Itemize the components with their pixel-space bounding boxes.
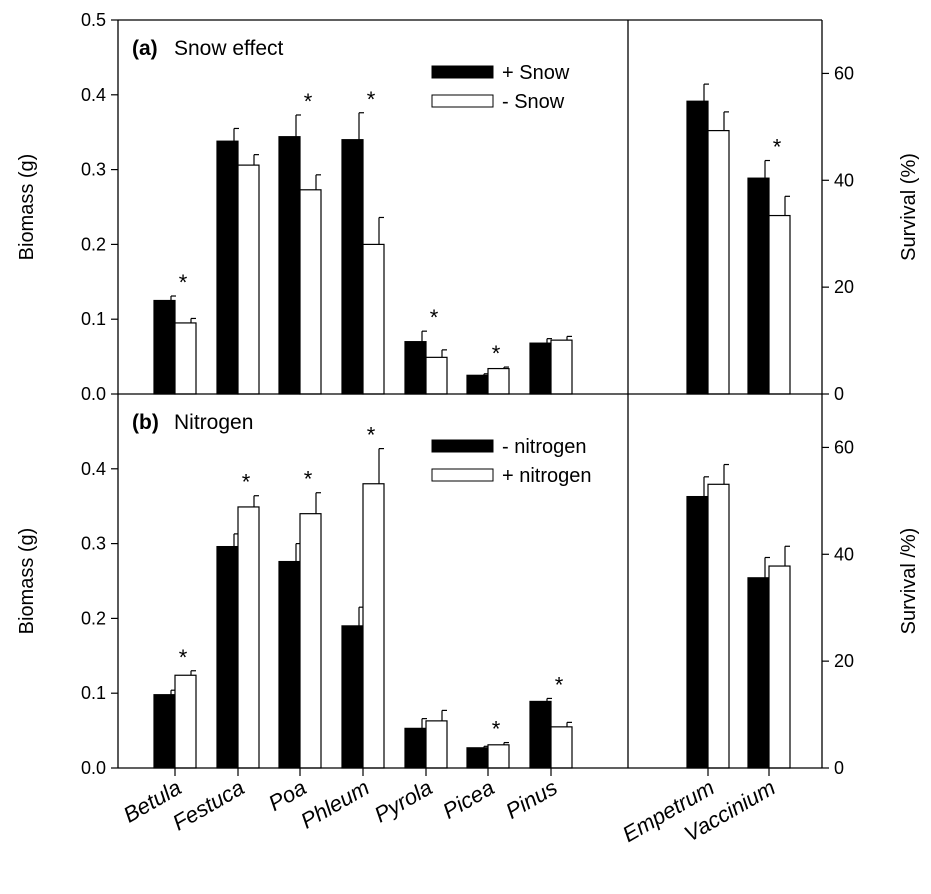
survival-bar — [747, 577, 770, 769]
x-category-label: Festuca — [168, 775, 248, 836]
x-category-label: Pyrola — [370, 775, 437, 828]
biomass-bar — [237, 164, 260, 395]
biomass-bar — [487, 367, 510, 395]
survival-bar — [768, 565, 791, 769]
right-y-tick-label: 20 — [834, 277, 854, 297]
right-y-tick-label: 0 — [834, 384, 844, 404]
left-y-tick-label: 0.5 — [81, 10, 106, 30]
significance-asterisk: * — [304, 89, 313, 114]
survival-bar — [686, 100, 709, 395]
biomass-bar — [153, 299, 176, 395]
biomass-bar — [362, 243, 385, 395]
biomass-bar — [550, 726, 573, 769]
significance-asterisk: * — [179, 270, 188, 295]
x-category-label: Phleum — [296, 775, 373, 834]
significance-asterisk: * — [179, 645, 188, 670]
x-category-label: Pinus — [501, 775, 561, 824]
biomass-bar — [299, 189, 322, 395]
biomass-bar — [216, 140, 239, 395]
biomass-bar — [237, 506, 260, 769]
survival-bar — [686, 495, 709, 769]
panel-label: (b) — [132, 411, 159, 434]
significance-asterisk: * — [242, 470, 251, 495]
left-y-tick-label: 0.2 — [81, 608, 106, 628]
right-y-tick-label: 40 — [834, 170, 854, 190]
left-y-tick-label: 0.3 — [81, 160, 106, 180]
panel-a: 0.0 0.1 0.2 0.3 0.4 0.5 0 20 40 60 Biomass (g) Surv… — [16, 10, 920, 404]
legend-label: - Snow — [502, 91, 565, 113]
x-category-label: Picea — [438, 775, 498, 824]
left-y-tick-label: 0.0 — [81, 384, 106, 404]
biomass-bar — [278, 560, 301, 769]
legend-label: - nitrogen — [502, 436, 587, 458]
survival-bar — [707, 483, 730, 769]
right-y-axis-title: Survival /%) — [898, 528, 920, 635]
left-y-tick-label: 0.3 — [81, 534, 106, 554]
survival-bar — [707, 129, 730, 395]
significance-asterisk: * — [773, 135, 782, 160]
right-y-tick-label: 0 — [834, 758, 844, 778]
biomass-bar — [466, 374, 489, 395]
legend-label: + Snow — [502, 62, 570, 84]
significance-asterisk: * — [430, 305, 439, 330]
right-y-tick-label: 60 — [834, 63, 854, 83]
right-y-tick-label: 20 — [834, 651, 854, 671]
survival-bar — [768, 214, 791, 395]
biomass-bar — [362, 483, 385, 769]
legend-swatch — [431, 468, 494, 482]
legend-swatch — [431, 439, 494, 453]
left-y-tick-label: 0.4 — [81, 459, 106, 479]
biomass-bar — [174, 322, 197, 395]
right-y-axis-title: Survival (%) — [898, 153, 920, 261]
right-y-tick-label: 40 — [834, 544, 854, 564]
left-y-tick-label: 0.1 — [81, 683, 106, 703]
left-y-tick-label: 0.4 — [81, 85, 106, 105]
biomass-bar — [529, 342, 552, 395]
biomass-bar — [529, 700, 552, 769]
significance-asterisk: * — [555, 672, 564, 697]
significance-asterisk: * — [492, 341, 501, 366]
panel-title: Snow effect — [174, 37, 284, 60]
panel-label: (a) — [132, 37, 158, 60]
significance-asterisk: * — [367, 87, 376, 112]
left-y-tick-label: 0.0 — [81, 758, 106, 778]
significance-asterisk: * — [367, 423, 376, 448]
right-y-tick-label: 60 — [834, 437, 854, 457]
biomass-bar — [299, 513, 322, 769]
biomass-bar — [341, 139, 364, 395]
biomass-bar — [404, 341, 427, 395]
left-y-axis-title: Biomass (g) — [16, 528, 38, 635]
biomass-bar — [278, 136, 301, 395]
biomass-bar — [466, 747, 489, 769]
legend-label: + nitrogen — [502, 465, 592, 487]
biomass-bar — [425, 720, 448, 769]
biomass-bar — [425, 356, 448, 395]
legend-swatch — [431, 94, 494, 108]
biomass-bar — [216, 545, 239, 769]
biomass-bar — [404, 727, 427, 769]
significance-asterisk: * — [304, 467, 313, 492]
biomass-bar — [153, 694, 176, 769]
significance-asterisk: * — [492, 717, 501, 742]
biomass-bar — [550, 339, 573, 395]
panel-b: 0.0 0.1 0.2 0.3 0.4 0 20 40 60 Biomass (g) Surviva… — [16, 411, 920, 778]
biomass-bar — [174, 674, 197, 769]
biomass-bar — [487, 744, 510, 769]
legend-swatch — [431, 65, 494, 79]
survival-bar — [747, 177, 770, 395]
biomass-bar — [341, 625, 364, 769]
panel-title: Nitrogen — [174, 411, 253, 434]
left-y-tick-label: 0.2 — [81, 234, 106, 254]
left-y-axis-title: Biomass (g) — [16, 154, 38, 261]
left-y-tick-label: 0.1 — [81, 309, 106, 329]
